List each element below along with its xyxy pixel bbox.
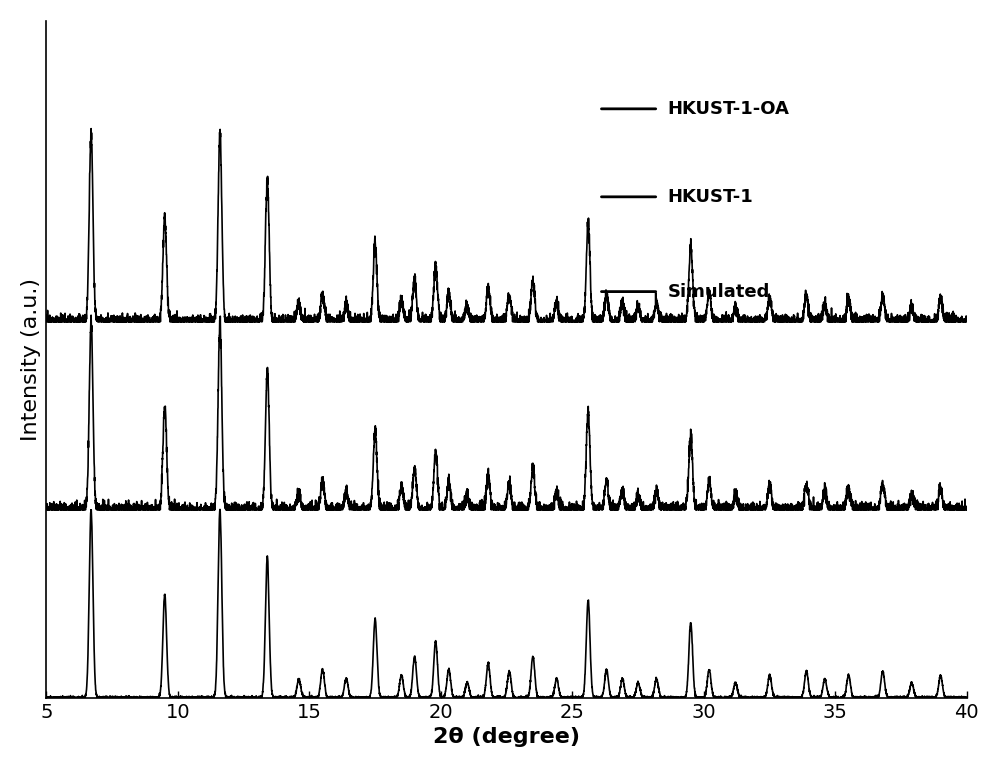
Text: Simulated: Simulated: [668, 283, 770, 300]
Y-axis label: Intensity (a.u.): Intensity (a.u.): [21, 278, 41, 441]
Text: HKUST-1: HKUST-1: [668, 188, 753, 206]
X-axis label: 2θ (degree): 2θ (degree): [433, 727, 580, 747]
Text: HKUST-1-OA: HKUST-1-OA: [668, 100, 790, 118]
